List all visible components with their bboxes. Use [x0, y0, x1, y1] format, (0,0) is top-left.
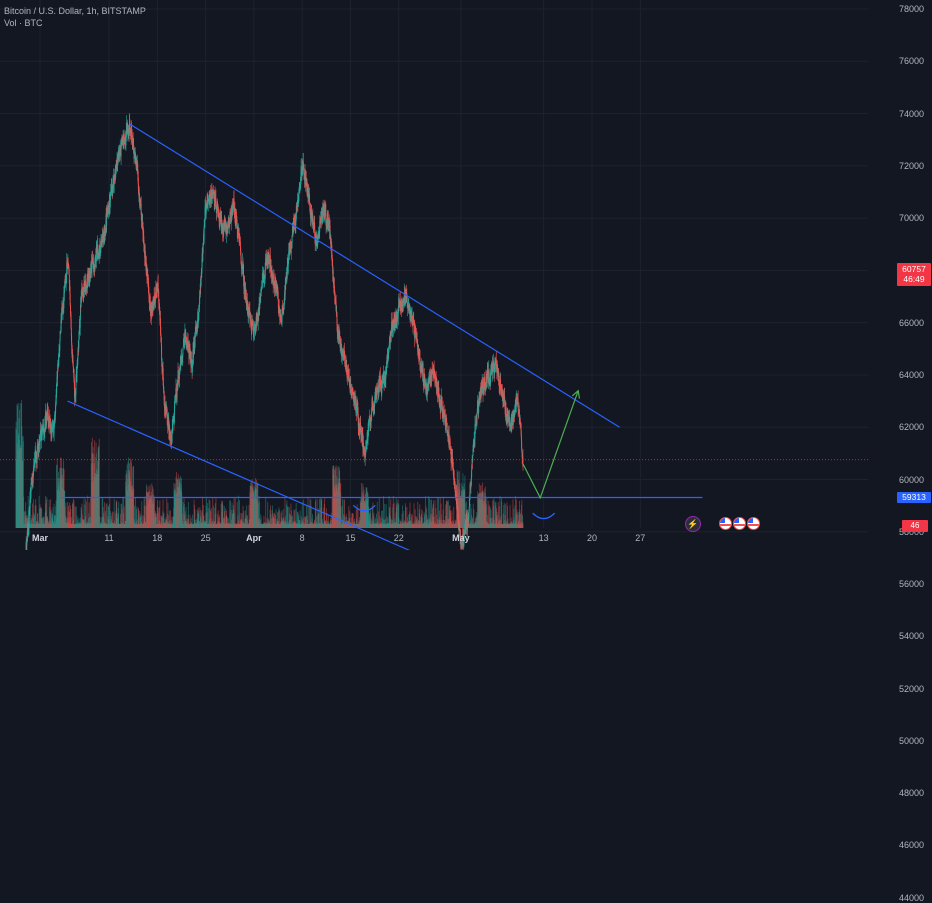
candle-body — [161, 337, 162, 345]
candle-body — [201, 268, 202, 274]
candle-body — [472, 456, 473, 461]
volume-bar — [216, 498, 217, 528]
volume-bar — [159, 500, 160, 528]
candle-body — [139, 189, 140, 193]
volume-bar — [308, 497, 309, 528]
candle-body — [64, 288, 65, 293]
candle-body — [240, 242, 241, 248]
candle-body — [243, 265, 244, 280]
candle-body — [459, 528, 460, 529]
chart-container[interactable]: Bitcoin / U.S. Dollar, 1h, BITSTAMP Vol … — [0, 0, 932, 550]
candle-body — [100, 253, 101, 256]
candle-body — [57, 371, 58, 378]
volume-bar — [523, 522, 524, 528]
volume-bars — [15, 400, 523, 528]
candle-body — [182, 349, 183, 355]
candle-body — [161, 335, 162, 337]
candle-body — [292, 235, 293, 243]
candle-body — [381, 384, 382, 394]
candle-body — [78, 340, 79, 349]
candle-body — [160, 318, 161, 327]
candle-body — [295, 221, 296, 225]
volume-bar — [135, 498, 136, 528]
candle-body — [160, 327, 161, 335]
candle-body — [469, 507, 470, 513]
volume-bar — [501, 502, 502, 528]
price-chart[interactable] — [0, 0, 932, 550]
